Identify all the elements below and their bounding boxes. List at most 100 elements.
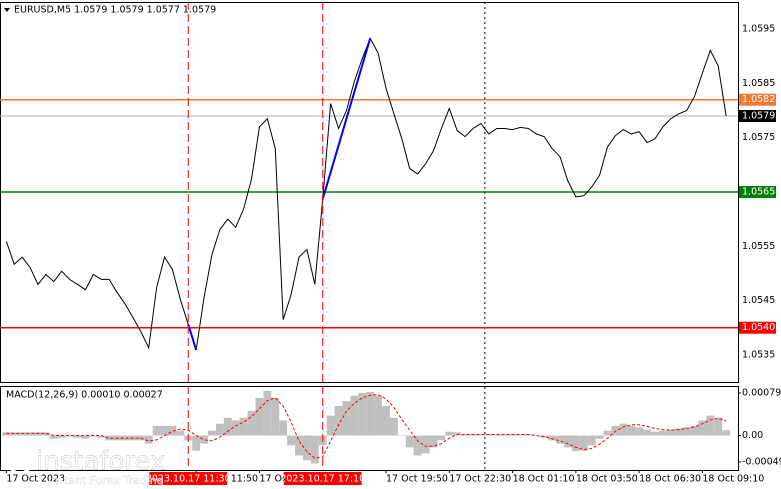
macd-bar: [532, 435, 541, 437]
macd-bar: [429, 435, 438, 448]
macd-bar: [97, 435, 106, 438]
macd-bar: [105, 435, 114, 441]
macd-bar: [192, 435, 201, 451]
macd-bar: [208, 430, 216, 436]
marker-label: 2023.10.17 17:10: [280, 474, 365, 485]
macd-bar: [231, 420, 240, 436]
macd-bar: [453, 432, 462, 436]
macd-bar: [437, 435, 446, 441]
y-tick-label: 1.0575: [742, 132, 775, 143]
macd-bar: [121, 435, 129, 441]
macd-bar: [34, 432, 42, 436]
macd-bar: [722, 430, 731, 436]
x-tick-label: 18 Oct 03:50: [576, 474, 638, 485]
watermark-brand: instaforex: [36, 447, 165, 477]
macd-y-tick-label: 0.00079: [742, 388, 781, 399]
macd-bar: [350, 395, 359, 436]
macd-title: MACD(12,26,9) 0.00010 0.00027: [6, 390, 163, 401]
y-tick-label: 1.0545: [742, 295, 775, 306]
macd-bar: [587, 435, 596, 446]
x-tick-label: 18 Oct 01:10: [513, 474, 575, 485]
macd-bar: [374, 395, 383, 436]
overlay-layer: 2023.10.17 11:30 2023.10.17 17:10 1.0582 1.…: [146, 2, 776, 485]
macd-bar: [508, 434, 517, 436]
macd-bar: [73, 435, 82, 438]
level-label-box: [739, 93, 776, 106]
macd-bar: [168, 425, 177, 436]
macd-bar: [579, 435, 588, 451]
macd-bar: [445, 431, 454, 436]
level-label-box: [739, 110, 776, 122]
x-tick-label: 18 Oct 06:30: [639, 474, 701, 485]
level-label-box: [739, 321, 776, 334]
macd-bar: [160, 425, 169, 436]
macd-bar: [405, 435, 414, 448]
watermark-logo: [12, 454, 28, 470]
macd-bar: [389, 417, 398, 436]
macd-bar: [548, 435, 557, 441]
watermark: instaforex Instant Forex Trading: [7, 446, 166, 487]
macd-bar: [492, 434, 501, 436]
macd-bar: [698, 420, 707, 436]
x-tick-label: 17 Oct 19:50: [386, 474, 448, 485]
macd-bar: [271, 397, 280, 436]
macd-bar: [571, 435, 580, 452]
macd-bar: [627, 425, 636, 436]
macd-bar: [295, 435, 303, 456]
macd-bar: [461, 434, 470, 436]
macd-bar: [89, 435, 98, 437]
macd-bar: [247, 410, 256, 436]
macd-bar: [476, 434, 485, 436]
macd-bar: [658, 430, 667, 436]
level-label: 1.0579: [742, 111, 775, 122]
macd-bar: [279, 420, 288, 436]
macd-bar: [263, 390, 272, 436]
macd-bar: [524, 434, 533, 436]
macd-bar: [200, 435, 209, 444]
macd-bar: [382, 405, 390, 436]
macd-bar: [2, 432, 11, 436]
x-tick-label: 18 Oct 09:10: [702, 474, 764, 485]
price-line: [187, 324, 198, 351]
macd-bar: [643, 429, 651, 436]
macd-bar: [326, 415, 335, 436]
marker-label-box: [283, 472, 362, 485]
macd-bar: [26, 432, 35, 436]
y-tick-label: 1.0595: [742, 24, 775, 35]
macd-bar: [152, 425, 161, 436]
macd-bar: [619, 423, 628, 436]
macd-bar: [302, 435, 311, 461]
marks-layer: [2, 37, 731, 464]
marker-label-box: [149, 472, 228, 485]
macd-bar: [81, 435, 90, 439]
macd-bar: [635, 427, 644, 436]
macd-bar: [603, 430, 612, 436]
macd-bar: [682, 427, 691, 436]
macd-bar: [255, 397, 264, 436]
macd-bar: [342, 401, 351, 436]
macd-bar: [674, 428, 683, 436]
macd-bar: [223, 417, 232, 436]
level-label: 1.0582: [742, 94, 775, 105]
macd-bar: [366, 391, 375, 436]
macd-bar: [10, 432, 19, 436]
macd-bar: [413, 435, 422, 456]
macd-bar: [215, 423, 224, 436]
macd-bar: [57, 435, 66, 438]
level-label-box: [739, 186, 776, 198]
macd-bar: [650, 431, 659, 436]
watermark-logo: [7, 449, 33, 475]
macd-bar: [595, 435, 604, 439]
macd-signal-line: [6, 394, 727, 459]
macd-y-tick-label: -0.00049: [742, 456, 781, 467]
macd-bar: [500, 434, 509, 436]
macd-bar: [287, 435, 296, 446]
macd-bar: [49, 435, 58, 439]
macd-bar: [421, 435, 430, 454]
x-tick-label: 17 Oct 22:30: [449, 474, 511, 485]
macd-bar: [176, 430, 185, 436]
macd-bar: [65, 435, 74, 437]
macd-panel-frame: [0, 386, 739, 471]
